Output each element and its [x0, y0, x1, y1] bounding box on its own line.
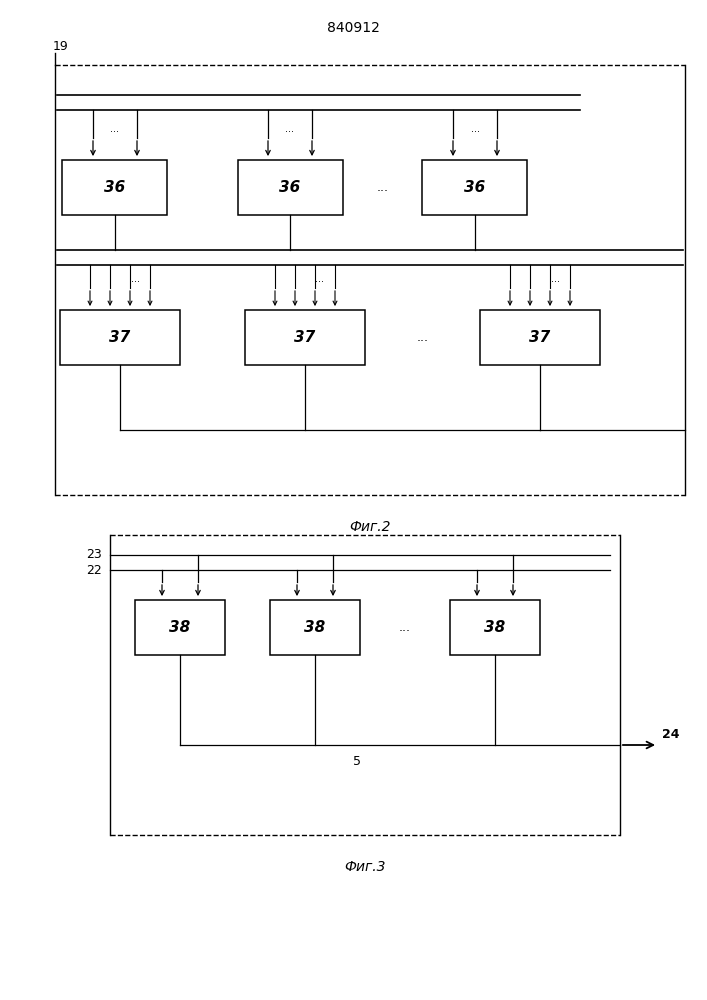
Text: ...: ...	[399, 621, 411, 634]
Text: 22: 22	[86, 563, 102, 576]
Text: 36: 36	[279, 180, 300, 195]
Text: 36: 36	[464, 180, 486, 195]
Text: 37: 37	[294, 330, 315, 345]
Text: Фиг.2: Фиг.2	[349, 520, 391, 534]
Text: ...: ...	[416, 331, 428, 344]
Text: ...: ...	[315, 274, 325, 284]
Bar	[450, 600, 540, 655]
Text: ...: ...	[131, 274, 139, 284]
Text: ...: ...	[286, 124, 295, 134]
Text: Фиг.3: Фиг.3	[344, 860, 386, 874]
Bar	[62, 160, 168, 215]
Text: 38: 38	[305, 620, 326, 635]
Bar	[270, 600, 360, 655]
Text: ...: ...	[377, 181, 389, 194]
Text: 38: 38	[170, 620, 191, 635]
Text: ...: ...	[110, 124, 119, 134]
Bar	[423, 160, 527, 215]
Bar	[135, 600, 225, 655]
Text: 36: 36	[105, 180, 126, 195]
Text: 38: 38	[484, 620, 506, 635]
Bar	[245, 310, 365, 365]
Bar	[60, 310, 180, 365]
Text: 24: 24	[662, 728, 679, 741]
Text: 5: 5	[354, 755, 361, 768]
Text: 840912: 840912	[327, 21, 380, 35]
Text: 37: 37	[110, 330, 131, 345]
Bar	[480, 310, 600, 365]
Text: 23: 23	[86, 548, 102, 562]
Text: ...: ...	[470, 124, 479, 134]
Bar	[238, 160, 342, 215]
Text: ...: ...	[551, 274, 559, 284]
Text: 37: 37	[530, 330, 551, 345]
Text: 19: 19	[53, 40, 69, 53]
